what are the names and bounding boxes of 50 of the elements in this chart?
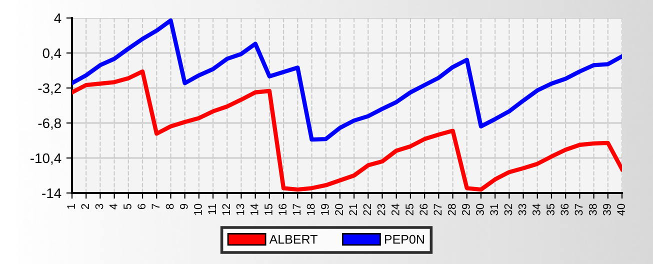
x-tick-label: 27	[434, 204, 442, 216]
y-tick-label: 0,4	[42, 48, 62, 60]
x-tick-label: 35	[546, 204, 554, 216]
x-tick-label: 8	[166, 204, 174, 210]
y-tick-label: -3,2	[38, 83, 61, 95]
y-tick-label: -14	[42, 188, 62, 198]
x-tick-label: 13	[236, 204, 244, 215]
x-tick-label: 25	[406, 204, 414, 216]
legend-label: PEP0N	[384, 234, 424, 244]
x-tick-label: 6	[138, 204, 146, 210]
x-tick-label: 9	[180, 204, 188, 210]
x-tick-label: 31	[490, 204, 498, 216]
x-tick-label: 38	[588, 204, 597, 216]
x-tick-label: 37	[574, 204, 583, 216]
x-tick-label: 10	[194, 204, 202, 215]
x-tick-label: 5	[124, 204, 132, 210]
x-tick-label: 7	[152, 204, 160, 210]
x-tick-label: 32	[504, 204, 512, 216]
x-tick-label: 14	[250, 204, 258, 215]
x-tick-label: 1	[67, 204, 75, 209]
x-tick-label: 22	[363, 204, 372, 216]
x-tick-label: 30	[476, 204, 484, 216]
x-tick-label: 33	[518, 204, 526, 216]
x-tick-label: 24	[391, 204, 400, 216]
x-tick-label: 21	[349, 204, 357, 216]
x-tick-label: 34	[532, 204, 540, 216]
line-series	[72, 18, 622, 142]
x-tick-label: 11	[208, 204, 216, 214]
x-tick-label: 2	[81, 204, 89, 210]
y-tick-label: -6,8	[38, 118, 61, 130]
y-tick-label: 4	[54, 13, 62, 24]
x-tick-label: 29	[462, 204, 470, 216]
x-tick-label: 23	[377, 204, 386, 216]
x-tick-label: 3	[95, 204, 104, 210]
x-tick-label: 4	[110, 204, 118, 210]
x-tick-label: 15	[264, 204, 272, 215]
x-tick-label: 39	[603, 204, 611, 216]
y-tick-label: -10,4	[30, 153, 62, 165]
x-tick-label: 18	[306, 204, 315, 215]
line-series	[72, 69, 622, 192]
x-tick-label: 28	[448, 204, 456, 216]
x-tick-label: 36	[560, 204, 569, 216]
legend-label: ALBERT	[269, 235, 318, 244]
x-tick-label: 17	[292, 204, 301, 215]
x-tick-label: 26	[420, 204, 428, 216]
x-tick-label: 40	[617, 204, 625, 216]
x-tick-label: 16	[278, 204, 287, 215]
x-tick-label: 12	[222, 204, 230, 215]
x-tick-label: 19	[320, 204, 329, 215]
x-tick-label: 20	[335, 204, 343, 216]
